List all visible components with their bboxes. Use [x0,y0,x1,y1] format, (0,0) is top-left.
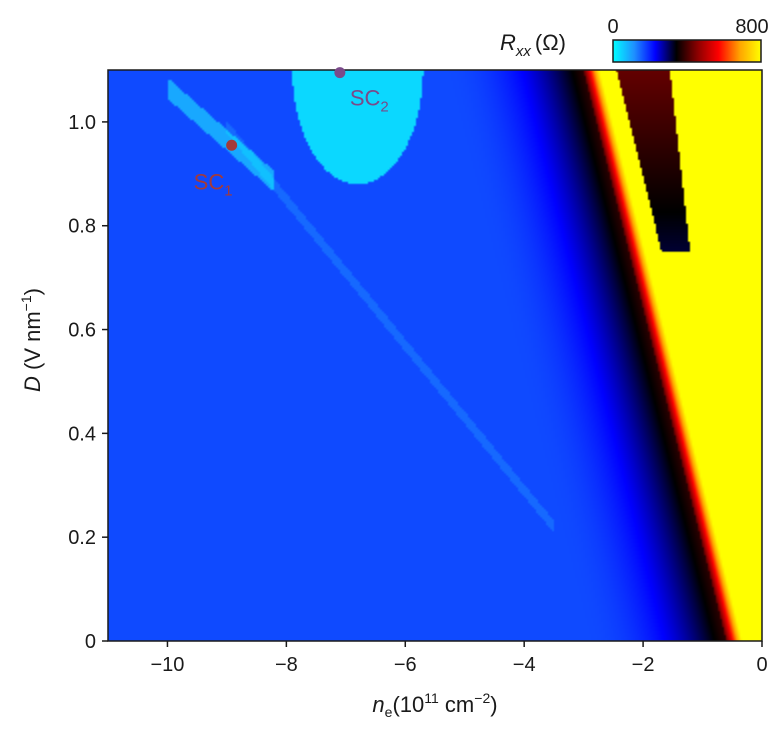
y-axis: 0 0.2 0.4 0.6 0.8 1.0 [68,112,108,653]
sc1-label: SC1 [194,169,233,199]
x-tick-label: −10 [150,654,184,676]
y-tick-label: 0.4 [68,423,96,445]
plot-frame [107,69,763,642]
x-axis-title: ne(1011 cm−2) [372,690,497,720]
x-tick-label: −4 [513,654,536,676]
heatmap [108,70,762,641]
sc2-marker [334,67,346,79]
sc2-label: SC2 [350,86,389,116]
colorbar-bar [612,39,762,63]
x-axis: −10 −8 −6 −4 −2 0 [150,641,768,676]
x-tick-label: −2 [632,654,655,676]
y-tick-label: 0.8 [68,216,96,238]
colorbar-max-label: 800 [735,16,768,38]
sc1-marker [226,139,238,151]
x-tick-label: −8 [275,654,298,676]
heatmap-image [108,70,762,641]
colorbar-min-label: 0 [607,16,618,38]
y-tick-label: 0.2 [68,527,96,549]
y-tick-label: 0 [85,631,96,653]
y-axis-title: D (V nm−1) [18,288,45,392]
colorbar: Rxx (Ω) 0 800 [500,16,769,63]
x-tick-label: −6 [394,654,417,676]
x-tick-label: 0 [756,654,767,676]
y-tick-label: 1.0 [68,112,96,134]
y-tick-label: 0.6 [68,320,96,342]
colorbar-title: Rxx (Ω) [500,30,566,60]
annotations: SC1 SC2 [194,67,389,199]
